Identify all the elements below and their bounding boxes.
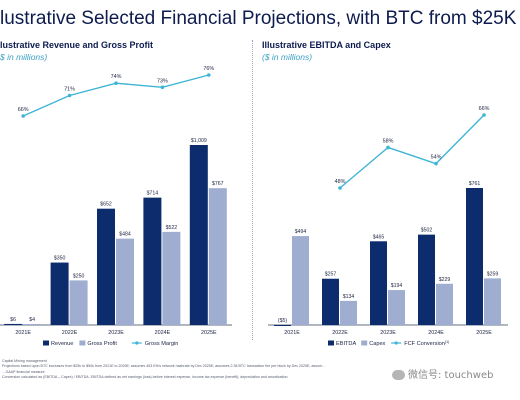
x-tick-label: 2024E	[428, 330, 444, 336]
bar-revenue	[50, 262, 69, 325]
bar-capex	[484, 278, 501, 325]
bar-gross-profit	[69, 280, 88, 325]
legend-label: Capex	[369, 341, 385, 347]
line-point	[21, 114, 26, 118]
legend-swatch	[328, 340, 334, 346]
line-point	[67, 93, 72, 98]
data-label: $502	[421, 228, 433, 234]
bar-capex	[436, 283, 453, 325]
line-label: 73%	[157, 78, 168, 84]
x-tick-label: 2023E	[108, 330, 124, 336]
legend-swatch	[361, 340, 368, 346]
data-label: $761	[469, 181, 481, 187]
legend-label: FCF Conversion(1)	[404, 340, 449, 347]
bar-ebitda	[466, 188, 483, 325]
line-point	[386, 145, 390, 150]
line-label: 74%	[111, 74, 122, 80]
bar-revenue	[97, 208, 115, 325]
bar-gross-profit	[208, 188, 227, 325]
footnote: Conversion calculated as (EBITDA – Capex…	[2, 375, 289, 380]
bar-ebitda	[370, 241, 387, 325]
legend-label: Revenue	[51, 341, 73, 347]
bar-revenue	[189, 145, 208, 325]
line-point	[434, 161, 438, 166]
bar-ebitda	[322, 278, 339, 325]
left-chart-title: lustrative Revenue and Gross Profit	[0, 40, 154, 50]
data-label: $257	[325, 272, 337, 278]
data-label: $522	[166, 225, 178, 231]
right-chart-title: Illustrative EBITDA and Capex	[262, 40, 391, 50]
bar-gross-profit	[162, 231, 181, 325]
bar-ebitda	[274, 325, 291, 326]
legend-swatch	[79, 340, 86, 346]
bar-ebitda	[418, 234, 435, 325]
watermark: 微信号: touchweb	[392, 366, 493, 381]
bar-capex	[340, 300, 357, 325]
line-fcf-conversion	[339, 114, 485, 189]
data-label: $484	[119, 232, 131, 238]
x-tick-label: 2025E	[201, 330, 217, 336]
data-label: $465	[373, 234, 385, 240]
data-label: $229	[439, 277, 451, 283]
line-point	[114, 81, 118, 85]
x-tick-label: 2024E	[155, 330, 171, 336]
data-label: $4	[29, 317, 35, 323]
footnote: …GAAP financial measure	[2, 369, 45, 374]
data-label: $494	[295, 229, 307, 235]
bar-capex	[388, 290, 405, 325]
data-label: $350	[54, 256, 66, 262]
bar-gross-profit	[116, 238, 134, 325]
line-label: 54%	[431, 155, 442, 161]
x-tick-label: 2021E	[284, 330, 300, 336]
data-label: $259	[487, 271, 499, 277]
data-label: $1,009	[191, 138, 207, 144]
data-label: $652	[100, 202, 112, 208]
legend-footnote-mark: (1)	[445, 340, 449, 344]
left-chart-subtitle: $ in millions)	[0, 52, 48, 62]
wechat-icon	[392, 370, 405, 380]
bar-revenue	[4, 323, 23, 325]
data-label: $194	[391, 283, 403, 289]
footnote: Capital Mining management	[2, 359, 47, 363]
line-point	[207, 73, 211, 77]
legend-label: Gross Margin	[145, 341, 179, 347]
x-tick-label: 2022E	[332, 330, 348, 336]
bar-gross-profit	[23, 324, 42, 325]
page-title: lustrative Selected Financial Projection…	[0, 8, 520, 29]
x-tick-label: 2022E	[62, 330, 78, 336]
watermark-text: 微信号: touchweb	[408, 370, 494, 381]
data-label: $714	[147, 191, 159, 197]
bar-revenue	[143, 197, 162, 325]
footnotes: Capital Mining management Projections ba…	[2, 359, 402, 381]
legend-label: EBITDA	[336, 341, 356, 347]
legend-line-marker	[394, 341, 398, 345]
panel-divider	[252, 40, 253, 340]
line-label: 71%	[64, 87, 75, 93]
legend-label: Gross Profit	[87, 341, 117, 347]
x-tick-label: 2023E	[380, 330, 396, 336]
bar-capex	[292, 236, 309, 325]
footnote: Projections based upon BTC increases fro…	[2, 364, 326, 369]
data-label: ($5)	[278, 318, 287, 324]
line-point	[482, 113, 486, 117]
line-label: 48%	[335, 179, 346, 185]
line-label: 66%	[479, 106, 490, 112]
line-label: 58%	[383, 138, 394, 144]
line-label: 66%	[18, 107, 29, 113]
data-label: $134	[343, 294, 355, 300]
legend-line-marker	[135, 341, 139, 345]
data-label: $6	[10, 317, 16, 323]
x-tick-label: 2021E	[15, 330, 31, 336]
x-tick-label: 2025E	[476, 330, 492, 336]
right-chart-subtitle: ($ in millions)	[262, 52, 313, 62]
data-label: $767	[212, 181, 224, 187]
line-point	[160, 85, 165, 90]
legend-swatch	[43, 340, 49, 346]
data-label: $250	[73, 273, 85, 279]
line-point	[338, 186, 342, 190]
line-label: 76%	[203, 66, 214, 72]
